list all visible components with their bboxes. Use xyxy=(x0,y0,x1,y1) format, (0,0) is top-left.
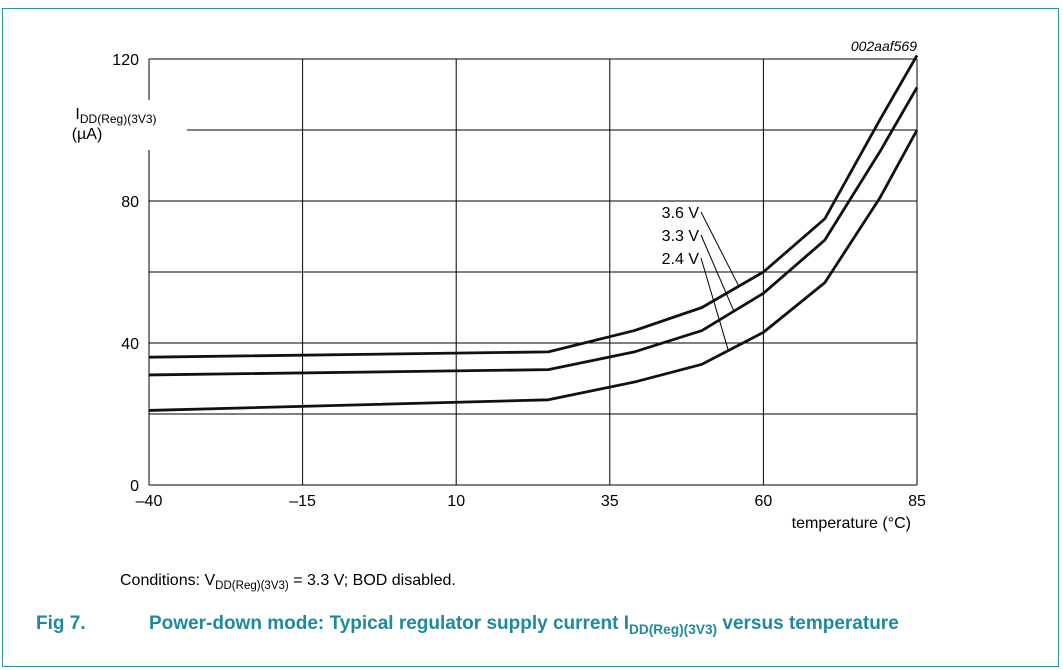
figure-title-pre: Power-down mode: Typical regulator suppl… xyxy=(149,613,629,634)
figure-frame xyxy=(2,8,1059,667)
y-tick-label: 120 xyxy=(112,52,139,69)
conditions-note: Conditions: VDD(Reg)(3V3) = 3.3 V; BOD d… xyxy=(120,572,456,592)
conditions-sub: DD(Reg)(3V3) xyxy=(215,580,289,593)
chart: –40 –15 10 35 60 85 0 40 80 120 3.6 V 3.3 V 2.4 V 0… xyxy=(72,38,926,532)
series-lines xyxy=(148,54,919,412)
series-line xyxy=(148,129,919,412)
legend-label: 3.3 V xyxy=(662,228,700,245)
y-tick-label: 80 xyxy=(121,194,139,211)
id-code: 002aaf569 xyxy=(851,38,917,54)
legend-label: 2.4 V xyxy=(662,251,700,268)
y-axis-label-sub: DD(Reg)(3V3) xyxy=(80,112,157,126)
y-axis-unit: (µA) xyxy=(72,126,103,143)
y-axis-label: IDD(Reg)(3V3) xyxy=(75,106,156,126)
conditions-suffix: = 3.3 V; BOD disabled. xyxy=(288,572,456,589)
legend-leader-line xyxy=(700,211,740,287)
tick-labels: –40 –15 10 35 60 85 0 40 80 120 xyxy=(112,52,926,510)
legend-leader-line xyxy=(700,234,735,312)
x-tick-label: 35 xyxy=(601,493,619,510)
x-tick-label: –40 xyxy=(136,493,163,510)
legend-labels: 3.6 V 3.3 V 2.4 V xyxy=(662,205,700,268)
series-line xyxy=(148,86,919,377)
figure-number: Fig 7. xyxy=(36,613,86,634)
figure-title: Power-down mode: Typical regulator suppl… xyxy=(149,612,1019,642)
y-tick-label: 0 xyxy=(130,478,139,495)
legend-leader-line xyxy=(700,257,729,351)
conditions-prefix: Conditions: V xyxy=(120,572,216,589)
x-axis-label: temperature (°C) xyxy=(792,515,911,532)
series-line xyxy=(148,54,919,359)
grid xyxy=(148,58,918,486)
x-tick-label: 85 xyxy=(908,493,926,510)
figure-title-post: versus temperature xyxy=(717,613,899,634)
y-tick-label: 40 xyxy=(121,336,139,353)
figure-title-sub: DD(Reg)(3V3) xyxy=(629,621,718,637)
y-axis-label-main: I xyxy=(75,106,79,123)
legend-label: 3.6 V xyxy=(662,205,700,222)
x-tick-label: 60 xyxy=(755,493,773,510)
legend-leaders xyxy=(700,211,740,351)
x-tick-label: –15 xyxy=(289,493,316,510)
x-tick-label: 10 xyxy=(447,493,465,510)
